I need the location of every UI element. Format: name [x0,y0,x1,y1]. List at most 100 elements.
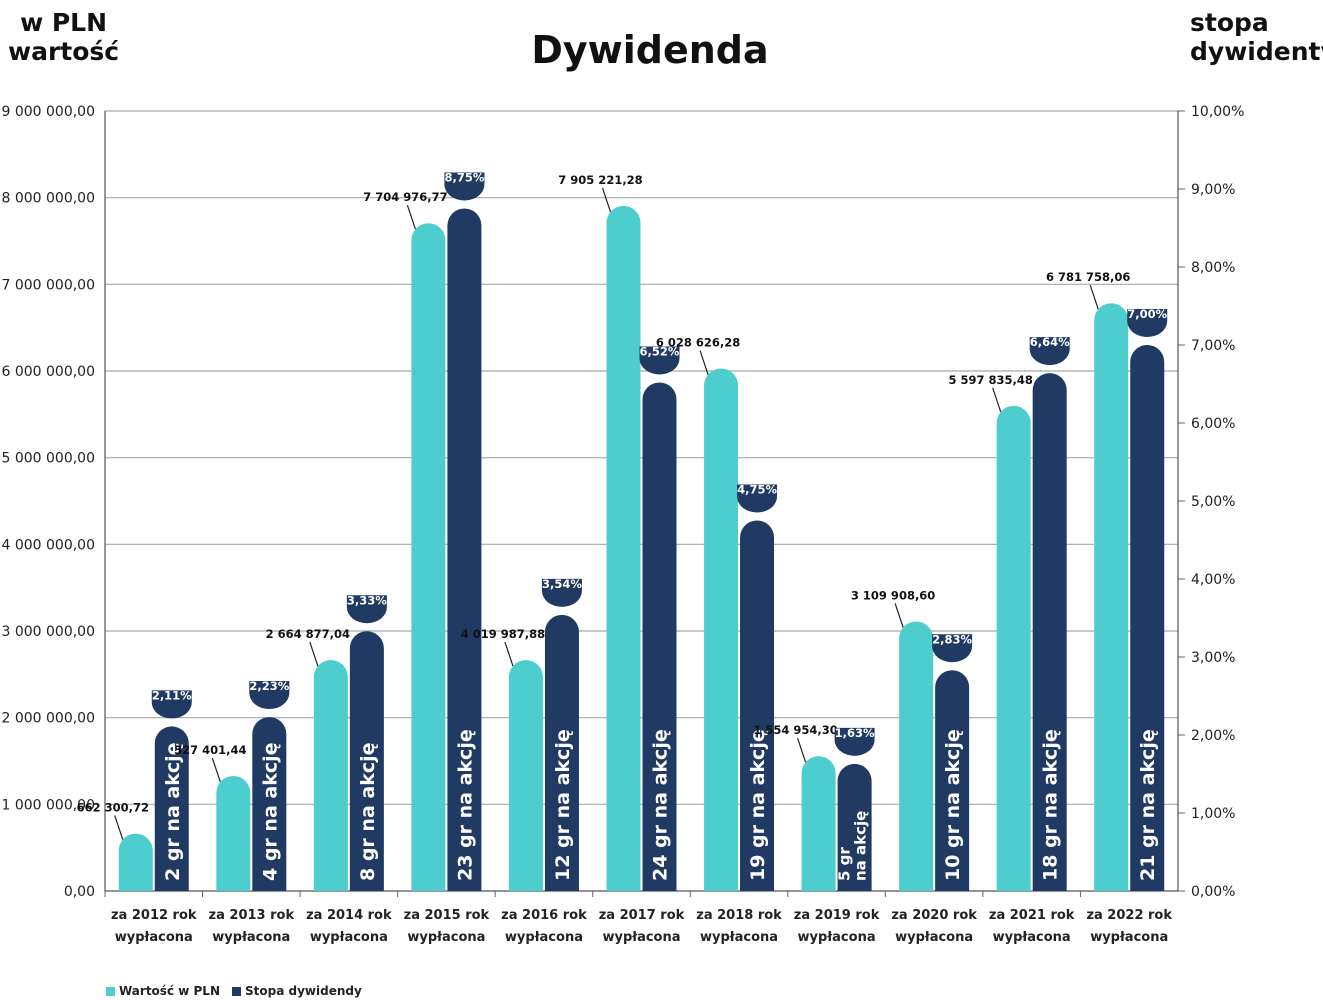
value-leader-line [211,757,221,783]
per-share-label: 10 gr na akcję [942,729,964,881]
yield-badge [151,690,192,719]
per-share-label: 8 gr na akcję [357,742,379,881]
yield-bar [1130,345,1165,891]
category-label: za 2017 rok [599,908,685,923]
value-bar [996,405,1031,891]
yield-badge [834,727,875,756]
right-tick-label: 6,00% [1191,416,1235,432]
per-share-label-line: 8 gr na akcję [357,742,379,881]
value-leader-line [894,603,904,628]
per-share-label-line: 12 gr na akcję [552,729,574,881]
left-tick-label: 0,00 [64,884,95,900]
yield-data-label: 1,63% [835,726,875,740]
value-leader-line [309,641,319,667]
left-tick-label: 4 000 000,00 [1,537,95,553]
value-bar [704,368,739,891]
legend: Wartość w PLN Stopa dywidendy [106,984,362,998]
yield-bar [349,631,384,891]
yield-data-label: 2,11% [152,688,192,702]
category-label: wypłacona [407,930,485,945]
category-label: za 2016 rok [501,908,587,923]
yield-data-label: 7,00% [1127,307,1167,321]
yield-badge [737,484,778,513]
right-tick-label: 2,00% [1191,728,1235,744]
yield-data-label: 4,75% [737,483,777,497]
value-data-label: 1 554 954,30 [753,723,837,737]
right-tick-label: 1,00% [1191,806,1235,822]
per-share-label-line: 23 gr na akcję [454,729,476,881]
per-share-label: 2 gr na akcję [162,742,184,881]
value-leader-line [504,641,514,667]
right-axis-title: stopa dywidenty [1190,8,1323,66]
legend-label-yield: Stopa dywidendy [245,984,362,998]
per-share-label-line: 18 gr na akcję [1040,729,1062,881]
value-data-label: 5 597 835,48 [948,373,1032,387]
value-data-label: 6 028 626,28 [656,336,740,350]
category-label: wypłacona [602,930,680,945]
yield-bar [252,717,287,891]
yield-bar [740,520,775,891]
right-tick-label: 8,00% [1191,260,1235,276]
yield-bar [837,763,872,891]
category-label: wypłacona [895,930,973,945]
yield-badge [541,578,582,607]
value-bar [1094,303,1129,891]
value-bar [899,621,934,891]
value-bar [118,833,153,891]
value-leader-line [797,738,807,763]
per-share-label-line: 5 gr [836,847,854,881]
per-share-label-line: 4 gr na akcję [259,742,281,881]
value-data-label: 6 781 758,06 [1046,270,1130,284]
right-tick-label: 7,00% [1191,338,1235,354]
value-bar [411,223,446,891]
legend-swatch-yield [232,986,241,996]
yield-data-label: 8,75% [444,171,484,185]
value-leader-line [406,205,416,230]
value-leader-line [601,187,612,213]
legend-label-value: Wartość w PLN [119,984,220,998]
per-share-label-line: 2 gr na akcję [162,742,184,881]
yield-badge [639,346,680,375]
per-share-label: 4 gr na akcję [259,742,281,881]
left-axis-title: w PLN wartość [8,8,120,66]
value-data-label: 2 664 877,04 [266,627,350,641]
per-share-label-line: 24 gr na akcję [650,729,672,881]
category-label: wypłacona [310,930,388,945]
category-label: za 2022 rok [1086,908,1172,923]
yield-data-label: 2,83% [932,632,972,646]
category-label: wypłacona [115,930,193,945]
yield-data-label: 6,52% [640,344,680,358]
per-share-label-line: 19 gr na akcję [747,729,769,881]
category-label: wypłacona [212,930,290,945]
value-leader-line [699,350,709,375]
category-label: za 2020 rok [891,908,977,923]
right-tick-label: 3,00% [1191,650,1235,666]
left-tick-label: 3 000 000,00 [1,624,95,640]
per-share-label: 23 gr na akcję [454,729,476,881]
category-label: za 2019 rok [794,908,880,923]
category-label: za 2013 rok [209,908,295,923]
value-bar [216,775,251,891]
value-data-label: 3 109 908,60 [851,588,935,602]
category-label: wypłacona [700,930,778,945]
legend-item-value: Wartość w PLN [106,984,220,998]
left-tick-label: 7 000 000,00 [1,277,95,293]
yield-bar [1032,373,1067,892]
yield-bar [935,670,970,891]
value-data-label: 7 905 221,28 [558,173,642,187]
legend-swatch-value [106,986,115,996]
chart-title: Dywidenda [531,28,769,72]
category-label: za 2021 rok [989,908,1075,923]
per-share-label: 21 gr na akcję [1137,729,1159,881]
category-label: za 2015 rok [404,908,490,923]
yield-data-label: 3,54% [542,577,582,591]
yield-bar [447,208,482,891]
value-leader-line [114,815,124,840]
per-share-label: 19 gr na akcję [747,729,769,881]
category-label: wypłacona [798,930,876,945]
left-tick-label: 5 000 000,00 [1,451,95,467]
yield-badge [1029,337,1070,366]
category-label: za 2012 rok [111,908,197,923]
